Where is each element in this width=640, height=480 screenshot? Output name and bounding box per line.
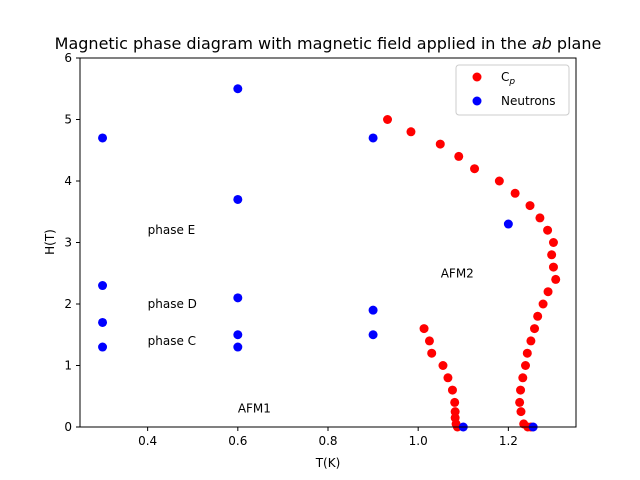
x-tick-label: 0.6 bbox=[228, 434, 247, 448]
data-point-c bbox=[530, 324, 540, 334]
data-point-neutrons bbox=[233, 330, 243, 340]
data-point-c bbox=[515, 397, 525, 407]
data-point-c bbox=[548, 238, 558, 247]
y-tick-label: 1 bbox=[64, 359, 72, 373]
chart-title-suffix: plane bbox=[552, 34, 601, 53]
data-point-c bbox=[443, 373, 453, 383]
data-point-c bbox=[547, 250, 557, 260]
data-point-c bbox=[435, 139, 445, 149]
data-point-neutrons bbox=[98, 281, 108, 291]
data-point-c bbox=[543, 225, 553, 235]
data-point-neutrons bbox=[503, 219, 513, 229]
legend-label-cp-name: C bbox=[501, 70, 509, 84]
data-point-c bbox=[522, 348, 532, 358]
data-point-c bbox=[538, 299, 548, 309]
data-point-c bbox=[406, 127, 416, 137]
data-point-c bbox=[450, 407, 460, 417]
data-point-c bbox=[494, 176, 504, 186]
data-point-neutrons bbox=[368, 330, 378, 340]
data-point-neutrons bbox=[368, 305, 378, 315]
legend-label-neutrons: Neutrons bbox=[501, 94, 556, 108]
annotation-label: phase E bbox=[148, 223, 196, 237]
annotation-label: AFM1 bbox=[238, 402, 271, 416]
data-point-neutrons bbox=[368, 133, 378, 143]
y-tick-label: 4 bbox=[64, 174, 72, 188]
data-point-neutrons bbox=[233, 84, 243, 94]
data-point-c bbox=[427, 348, 437, 358]
y-tick-label: 6 bbox=[64, 51, 72, 65]
data-point-c bbox=[383, 115, 393, 124]
data-point-c bbox=[518, 373, 528, 383]
data-point-c bbox=[470, 164, 480, 174]
data-point-c bbox=[424, 336, 434, 346]
x-tick-label: 1.0 bbox=[409, 434, 428, 448]
data-point-c bbox=[447, 385, 457, 395]
chart-title-prefix: Magnetic phase diagram with magnetic fie… bbox=[55, 34, 532, 53]
y-tick-label: 5 bbox=[64, 113, 72, 127]
legend-label-cp: Cp bbox=[501, 70, 515, 87]
x-tick-label: 0.4 bbox=[138, 434, 157, 448]
legend-marker-neutrons bbox=[472, 96, 482, 106]
data-point-c bbox=[520, 361, 530, 370]
data-point-neutrons bbox=[98, 342, 108, 352]
chart-title-italic: ab bbox=[532, 34, 552, 53]
y-tick-label: 0 bbox=[64, 420, 72, 434]
data-point-c bbox=[548, 262, 558, 272]
data-point-neutrons bbox=[233, 293, 243, 303]
x-tick-label: 0.8 bbox=[318, 434, 337, 448]
annotation-label: phase D bbox=[148, 297, 197, 311]
y-axis-label: H(T) bbox=[43, 229, 57, 255]
y-tick-label: 2 bbox=[64, 297, 72, 311]
data-point-neutrons bbox=[98, 133, 108, 143]
x-axis-label: T(K) bbox=[315, 456, 341, 470]
y-tick-label: 3 bbox=[64, 236, 72, 250]
data-point-c bbox=[454, 151, 464, 161]
legend-label-cp-subscript: p bbox=[508, 77, 515, 87]
legend-marker-cp bbox=[472, 72, 482, 82]
x-tick-label: 1.2 bbox=[499, 434, 518, 448]
data-point-c bbox=[438, 361, 448, 370]
annotation-label: phase C bbox=[148, 334, 196, 348]
chart-title: Magnetic phase diagram with magnetic fie… bbox=[55, 34, 602, 53]
data-point-c bbox=[535, 213, 545, 223]
data-point-neutrons bbox=[98, 317, 108, 327]
plot-area bbox=[98, 84, 561, 432]
axes: 0.4 0.6 0.8 1.0 1.2 0 1 2 3 4 5 6 bbox=[64, 51, 577, 448]
annotation-label: AFM2 bbox=[441, 266, 474, 280]
data-point-c bbox=[450, 397, 460, 407]
data-point-neutrons bbox=[233, 194, 243, 204]
data-point-c bbox=[543, 287, 553, 297]
data-point-c bbox=[525, 201, 535, 211]
data-point-c bbox=[516, 385, 526, 395]
data-point-c bbox=[551, 274, 561, 284]
legend: Cp Neutrons bbox=[455, 64, 570, 116]
data-point-c bbox=[510, 188, 520, 198]
data-point-c bbox=[516, 407, 526, 417]
data-point-c bbox=[419, 324, 429, 334]
annotations: phase E phase D phase C AFM1 AFM2 bbox=[148, 223, 474, 415]
data-point-c bbox=[533, 311, 543, 321]
data-point-neutrons bbox=[233, 342, 243, 352]
data-point-c bbox=[526, 336, 536, 346]
legend-frame bbox=[455, 64, 570, 116]
